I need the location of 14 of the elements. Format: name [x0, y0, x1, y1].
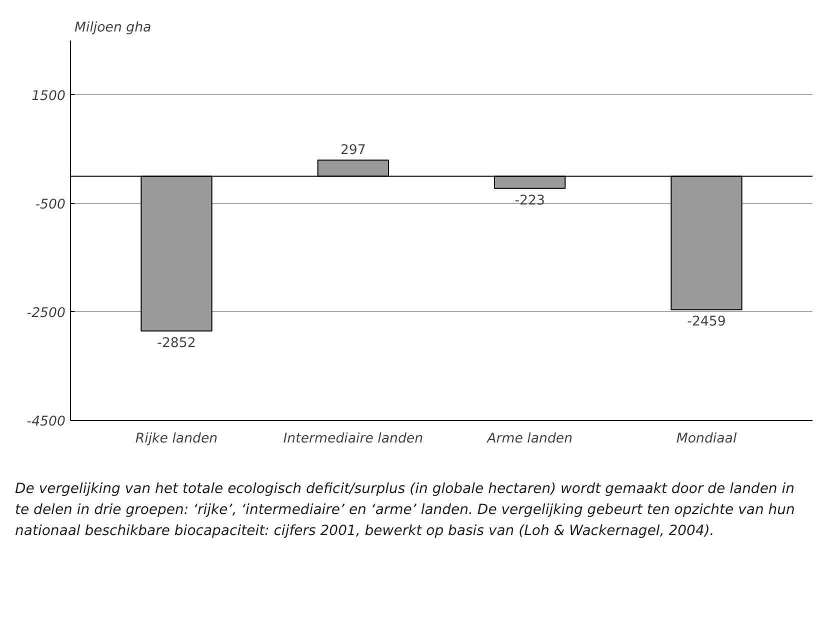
data-label: -223: [514, 193, 545, 208]
data-label: -2852: [157, 336, 196, 352]
text: De vergelijking van het totale ecologisch deficit/surplus (in globale hectaren) wordt gemaakt door de landen in te delen in drie groepen: ‘rijke’, ‘intermediaire’ en ‘arme’ landen. De vergelijking gebeurt ten opzichte van hun nationaal beschikbare biocapaciteit: cijfers 2001, bewerkt op basis van (Loh & Wackernagel, 2004).: [15, 480, 795, 541]
x-tick-label: Intermediaire landen: [283, 432, 424, 446]
data-label: -2459: [687, 314, 726, 330]
y-tick-label: -2500: [26, 306, 66, 321]
x-tick-label: Mondiaal: [676, 432, 737, 446]
x-tick-label: Arme landen: [486, 432, 573, 446]
y-tick-label: -500: [35, 197, 66, 212]
x-tick-label: Rijke landen: [135, 432, 218, 446]
y-tick-label: -4500: [26, 414, 66, 430]
y-axis-title: Miljoen gha: [74, 20, 152, 36]
data-label: 297: [340, 143, 366, 158]
y-tick-label: 1500: [32, 88, 66, 104]
